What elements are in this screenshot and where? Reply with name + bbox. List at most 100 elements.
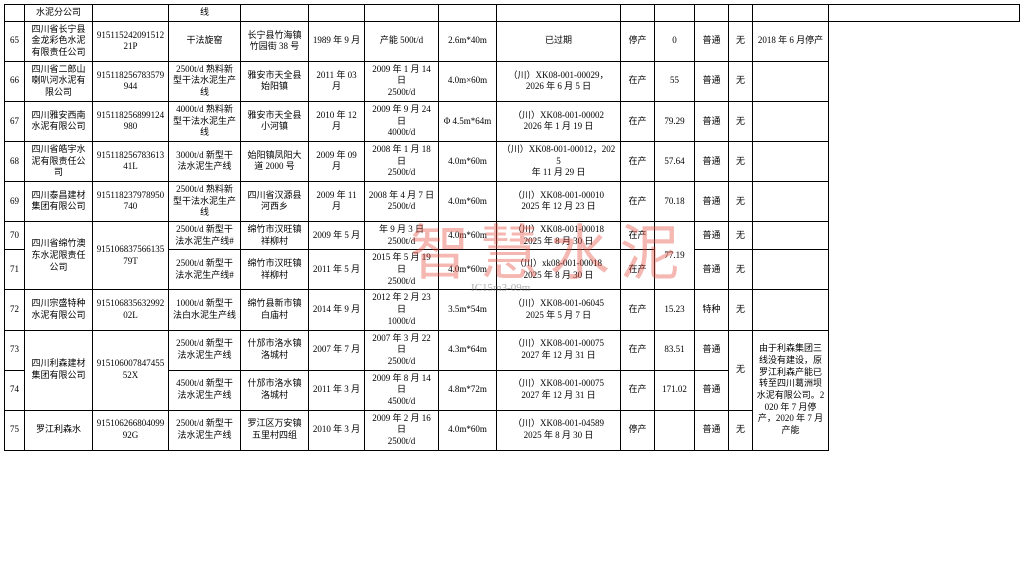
table-cell: 83.51 (655, 330, 695, 370)
table-cell: 73 (5, 330, 25, 370)
table-cell: 罗江利森水 (25, 410, 93, 450)
table-cell (655, 410, 695, 450)
table-cell: 普通 (695, 61, 729, 101)
table-cell: 2011 年 3 月 (309, 370, 365, 410)
table-cell: 4.0m*60m (439, 410, 497, 450)
table-cell: 2010 年 3 月 (309, 410, 365, 450)
table-cell: 雅安市天全县始阳镇 (241, 61, 309, 101)
table-cell: 无 (729, 61, 753, 101)
table-cell: 四川省汉源县河西乡 (241, 181, 309, 221)
table-cell: Φ 4.5m*64m (439, 101, 497, 141)
table-cell: 2009 年 5 月 (309, 222, 365, 250)
table-row: 72四川宗盛特种水泥有限公司91510683563299202L1000t/d … (5, 290, 1020, 330)
table-cell (753, 250, 829, 290)
table-cell: 1000t/d 新型干法白水泥生产线 (169, 290, 241, 330)
table-cell: 普通 (695, 370, 729, 410)
table-cell: 91510600784745552X (93, 330, 169, 410)
table-row: 66四川省二郎山喇叭河水泥有限公司9151182567835799442500t… (5, 61, 1020, 101)
table-cell: 2500t/d 新型干法水泥生产线# (169, 222, 241, 250)
table-cell: 1989 年 9 月 (309, 21, 365, 61)
table-cell: 年 9 月 3 日2500t/d (365, 222, 439, 250)
table-cell (729, 5, 753, 22)
table-cell: 66 (5, 61, 25, 101)
table-cell (439, 5, 497, 22)
table-cell: 在产 (621, 101, 655, 141)
table-cell: 79.29 (655, 101, 695, 141)
table-cell: 65 (5, 21, 25, 61)
table-cell: （川）XK08-001-000752027 年 12 月 31 日 (497, 330, 621, 370)
table-cell: 2009 年 9 月 24 日4000t/d (365, 101, 439, 141)
table-cell: 74 (5, 370, 25, 410)
table-cell (309, 5, 365, 22)
table-cell: 什邡市洛水镇洛城村 (241, 370, 309, 410)
table-cell (753, 222, 829, 250)
table-cell (753, 290, 829, 330)
table-cell: 由于利森集团三线没有建设，原罗江利森产能已转至四川葛洲坝水泥有限公司。2020 … (753, 330, 829, 450)
table-cell: （川）xk08-001-000182025 年 8 月 30 日 (497, 250, 621, 290)
table-cell: 57.64 (655, 141, 695, 181)
table-cell: 产能 500t/d (365, 21, 439, 61)
table-cell: 在产 (621, 181, 655, 221)
table-cell: 4500t/d 新型干法水泥生产线 (169, 370, 241, 410)
table-cell: 2009 年 09 月 (309, 141, 365, 181)
table-cell: 2007 年 3 月 22 日2500t/d (365, 330, 439, 370)
table-cell: 罗江区万安镇五里村四组 (241, 410, 309, 450)
table-cell: 绵竹市汉旺镇祥柳村 (241, 250, 309, 290)
table-cell: 已过期 (497, 21, 621, 61)
table-row: 75罗江利森水91510626680409992G2500t/d 新型干法水泥生… (5, 410, 1020, 450)
table-cell (753, 141, 829, 181)
table-cell: 2007 年 7 月 (309, 330, 365, 370)
table-cell: 无 (729, 101, 753, 141)
table-cell: 68 (5, 141, 25, 181)
table-cell: 特种 (695, 290, 729, 330)
table-cell: （川）XK08-001-000022026 年 1 月 19 日 (497, 101, 621, 141)
table-cell: 70.18 (655, 181, 695, 221)
table-cell (753, 101, 829, 141)
table-cell: 雅安市天全县小河镇 (241, 101, 309, 141)
table-cell: 长宁县竹海镇竹园街 38 号 (241, 21, 309, 61)
table-cell: 4.3m*64m (439, 330, 497, 370)
table-cell: （川）XK08-001-045892025 年 8 月 30 日 (497, 410, 621, 450)
table-cell (753, 181, 829, 221)
table-cell: 2010 年 12 月 (309, 101, 365, 141)
table-cell: 无 (729, 330, 753, 410)
table-cell (829, 5, 1020, 22)
table-cell: 2011 年 03 月 (309, 61, 365, 101)
table-cell: 0 (655, 21, 695, 61)
table-cell: 无 (729, 21, 753, 61)
table-cell: 2012 年 2 月 23 日1000t/d (365, 290, 439, 330)
table-cell: 水泥分公司 (25, 5, 93, 22)
table-cell: 2011 年 5 月 (309, 250, 365, 290)
table-row: 68四川省皓宇水泥有限责任公司91511825678361341L3000t/d… (5, 141, 1020, 181)
table-cell: 3000t/d 新型干法水泥生产线 (169, 141, 241, 181)
table-cell: 2018 年 6 月停产 (753, 21, 829, 61)
table-cell: 4.0m*60m (439, 222, 497, 250)
table-cell: 2009 年 8 月 14 日4500t/d (365, 370, 439, 410)
table-cell: 无 (729, 290, 753, 330)
table-cell: 915118256783579944 (93, 61, 169, 101)
table-cell (621, 5, 655, 22)
table-cell: 4000t/d 熟料新型干法水泥生产线 (169, 101, 241, 141)
table-cell: 在产 (621, 370, 655, 410)
table-cell: 915118256899124980 (93, 101, 169, 141)
table-cell: 在产 (621, 61, 655, 101)
table-cell: （川）XK08-001-000182025 年 8 月 30 日 (497, 222, 621, 250)
table-cell: 91510683756613579T (93, 222, 169, 290)
table-cell (5, 5, 25, 22)
table-cell: 2500t/d 新型干法水泥生产线 (169, 330, 241, 370)
table-row: 水泥分公司线 (5, 5, 1020, 22)
table-cell: 91510626680409992G (93, 410, 169, 450)
table-cell: 普通 (695, 250, 729, 290)
table-cell: 绵竹县新市镇白庙村 (241, 290, 309, 330)
table-row: 67四川雅安西南水泥有限公司9151182568991249804000t/d … (5, 101, 1020, 141)
table-cell: （川）XK08-001-060452025 年 5 月 7 日 (497, 290, 621, 330)
table-cell: 3.5m*54m (439, 290, 497, 330)
table-cell: 77.19 (655, 222, 695, 290)
table-cell: （川）XK08-001-000752027 年 12 月 31 日 (497, 370, 621, 410)
table-cell: 在产 (621, 330, 655, 370)
table-cell: 2008 年 1 月 18 日2500t/d (365, 141, 439, 181)
table-cell: 69 (5, 181, 25, 221)
table-cell: 普通 (695, 101, 729, 141)
table-cell: 2500t/d 新型干法水泥生产线# (169, 250, 241, 290)
table-cell: 普通 (695, 181, 729, 221)
